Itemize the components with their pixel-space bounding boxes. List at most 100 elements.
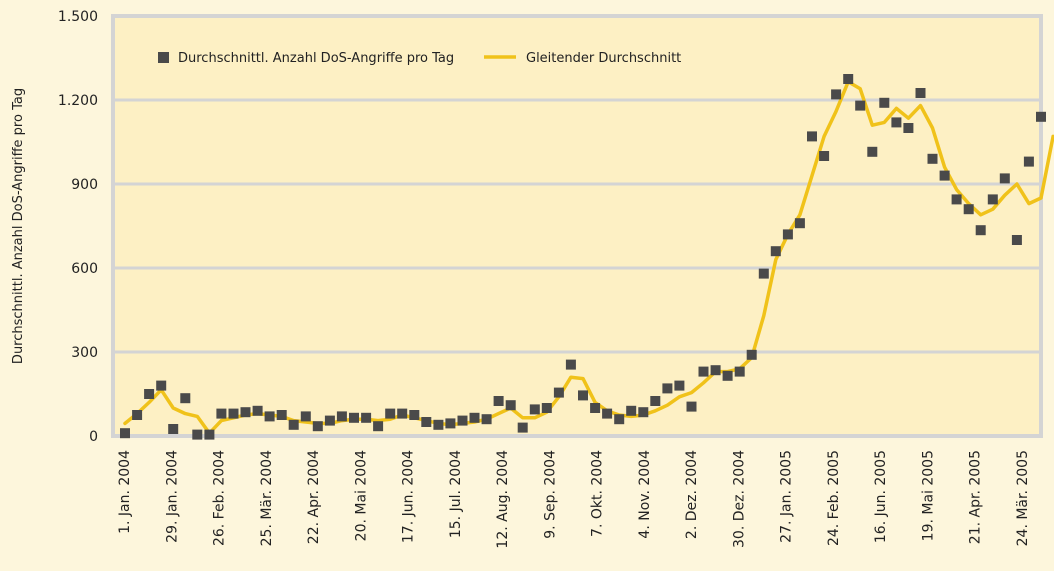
data-point [421,417,432,427]
data-point [578,390,588,401]
data-point [457,415,468,426]
x-tick-label: 17. Jun. 2004 [401,450,417,543]
data-point [710,365,721,376]
data-point [216,408,227,419]
data-point [843,74,854,84]
data-point [758,268,769,279]
data-point [132,410,143,420]
x-tick-label: 22. Apr. 2004 [306,450,322,544]
legend: Durchschnittl. Anzahl DoS-Angriffe pro T… [158,51,681,66]
data-point [565,359,576,370]
data-point [349,412,359,423]
x-tick-label: 20. Mai 2004 [353,450,369,541]
x-tick-label: 12. Aug. 2004 [495,450,511,549]
y-tick-label: 0 [89,429,98,445]
data-point [168,424,179,434]
x-tick-label: 21. Apr. 2005 [968,450,984,544]
data-point [469,412,480,423]
data-point [782,229,793,240]
data-point [517,422,528,433]
data-point [975,225,986,236]
y-tick-label: 300 [71,345,98,361]
data-point [300,411,311,422]
data-point [999,173,1010,184]
data-point [722,370,733,381]
data-point [192,429,203,440]
data-point [819,151,830,161]
x-tick-label: 25. Mär. 2004 [259,450,275,546]
legend-marker-squares [158,52,169,63]
data-point [987,194,998,205]
legend-label-line: Gleitender Durchschnitt [526,51,681,66]
data-point [867,146,878,157]
data-point [951,194,962,205]
plot-frame [111,14,1043,438]
y-tick-label: 600 [71,261,98,277]
data-point [385,408,396,419]
data-point [794,218,805,229]
data-point [445,418,456,429]
data-point [746,349,757,360]
data-point [770,246,781,257]
data-point [1023,156,1034,167]
data-point [433,419,444,430]
data-point [204,429,215,440]
x-tick-label: 19. Mai 2005 [920,450,936,541]
data-point [602,408,613,419]
data-point [336,411,347,422]
data-point [276,410,287,420]
x-axis-ticks: 1. Jan. 2004 29. Jan. 2004 26. Feb. 2004 25… [117,450,1031,549]
data-point [638,407,649,418]
data-point [312,421,323,432]
data-point [734,366,745,377]
data-point [156,380,167,391]
y-tick-label: 1.500 [58,9,98,25]
data-point [288,419,299,430]
data-point [324,415,335,426]
data-point [505,400,516,411]
x-tick-label: 2. Dez. 2004 [684,450,700,539]
data-point [144,389,155,399]
data-point [252,405,263,416]
data-point [698,366,709,377]
x-tick-label: 1. Jan. 2004 [117,450,133,534]
data-point [1011,235,1022,245]
data-point [373,421,384,432]
y-axis-label: Durchschnittl. Anzahl DoS-Angriffe pro T… [11,88,26,364]
x-tick-label: 29. Jan. 2004 [164,450,180,543]
x-tick-label: 15. Jul. 2004 [448,450,464,538]
data-point [855,100,866,111]
data-point [891,117,902,128]
x-tick-label: 9. Sep. 2004 [542,450,558,539]
data-point [409,410,420,420]
data-point [228,408,239,419]
data-point [650,396,661,406]
data-point [903,123,914,133]
data-point [481,414,492,425]
data-point [807,131,817,142]
data-point [939,170,950,181]
x-tick-label: 4. Nov. 2004 [637,450,653,539]
data-point [493,396,504,406]
data-point [915,88,926,98]
data-point [927,153,938,164]
data-point [553,387,564,398]
data-point [626,405,637,416]
data-point [686,401,697,412]
legend-label-squares: Durchschnittl. Anzahl DoS-Angriffe pro T… [178,51,454,66]
data-point [240,407,251,418]
x-tick-label: 24. Feb. 2005 [826,450,842,546]
x-tick-label: 16. Jun. 2005 [873,450,889,543]
y-axis-ticks: 0 300 600 900 1.200 1.500 [58,9,98,445]
x-tick-label: 24. Mär. 2005 [1015,450,1031,546]
x-tick-label: 27. Jan. 2005 [779,450,795,543]
data-point [662,383,673,394]
y-tick-label: 1.200 [58,93,98,109]
data-point [120,428,130,439]
series-layer [120,74,1054,440]
data-point [361,412,372,423]
x-tick-label: 26. Feb. 2004 [212,450,228,546]
y-tick-label: 900 [71,177,98,193]
